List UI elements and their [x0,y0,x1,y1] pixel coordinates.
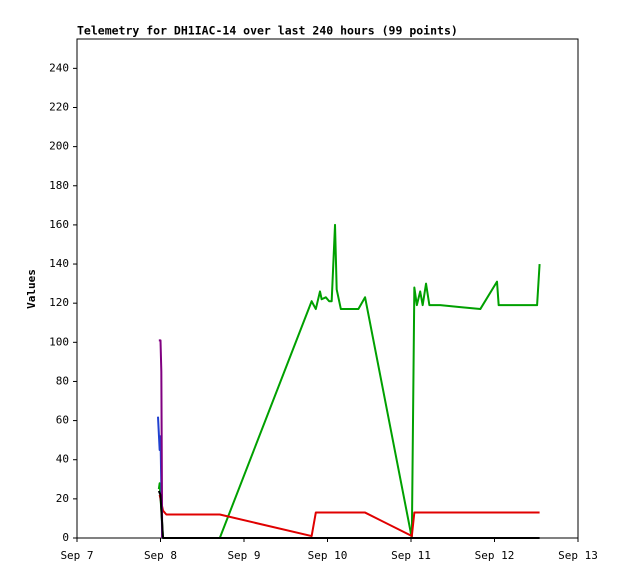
x-tick-label: Sep 10 [308,549,348,562]
y-tick-label: 200 [49,140,69,153]
y-axis-label: Values [25,269,38,309]
y-tick-label: 120 [49,296,69,309]
x-tick-label: Sep 13 [558,549,598,562]
x-tick-label: Sep 7 [60,549,93,562]
x-tick-label: Sep 11 [391,549,431,562]
y-tick-label: 100 [49,335,69,348]
y-tick-label: 60 [56,414,69,427]
x-tick-label: Sep 8 [144,549,177,562]
y-tick-label: 80 [56,374,69,387]
x-tick-label: Sep 12 [475,549,515,562]
y-tick-label: 0 [62,531,69,544]
y-tick-label: 140 [49,257,69,270]
y-tick-label: 220 [49,100,69,113]
y-tick-label: 40 [56,453,69,466]
y-tick-label: 20 [56,492,69,505]
x-tick-label: Sep 9 [227,549,260,562]
series-line [158,339,164,539]
y-tick-label: 240 [49,61,69,74]
plot-frame [76,38,579,539]
chart-title: Telemetry for DH1IAC-14 over last 240 ho… [77,24,458,38]
series-line [157,490,540,539]
y-tick-label: 180 [49,179,69,192]
series-line [157,223,541,539]
series-line [158,494,540,538]
y-tick-label: 160 [49,218,69,231]
